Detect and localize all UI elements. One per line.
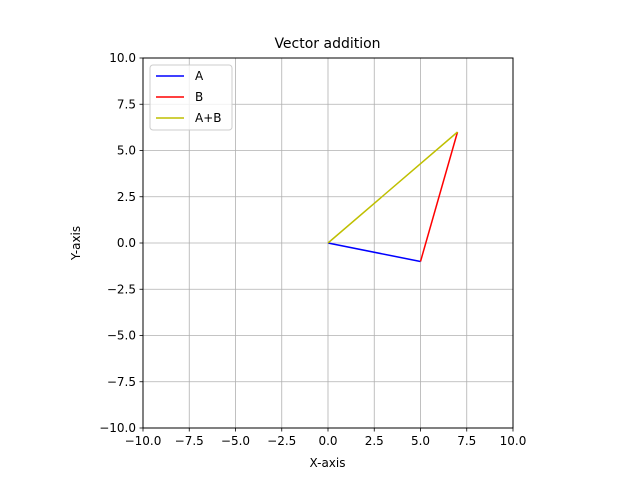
legend: AB A+B <box>150 65 232 130</box>
legend-label: B <box>195 90 203 104</box>
legend-label: A+B <box>195 111 222 125</box>
x-tick-label: 0.0 <box>318 434 337 448</box>
y-tick-label: −2.5 <box>107 282 136 296</box>
y-tick-label: −7.5 <box>107 375 136 389</box>
x-tick-label: −5.0 <box>221 434 250 448</box>
x-tick-label: 5.0 <box>411 434 430 448</box>
x-tick-label: 10.0 <box>500 434 527 448</box>
y-tick-label: 7.5 <box>117 97 136 111</box>
y-axis-label: Y-axis <box>69 226 83 261</box>
y-tick-label: −5.0 <box>107 329 136 343</box>
y-tick-label: 5.0 <box>117 144 136 158</box>
x-axis-label: X-axis <box>310 456 346 470</box>
legend-label: A <box>195 69 204 83</box>
chart-title: Vector addition <box>274 36 380 52</box>
y-tick-label: 10.0 <box>109 51 136 65</box>
x-tick-label: 7.5 <box>457 434 476 448</box>
y-tick-label: −10.0 <box>99 421 136 435</box>
y-tick-label: 2.5 <box>117 190 136 204</box>
x-tick-label: −10.0 <box>125 434 162 448</box>
x-tick-label: −2.5 <box>267 434 296 448</box>
x-tick-label: −7.5 <box>175 434 204 448</box>
y-tick-label: 0.0 <box>117 236 136 250</box>
x-tick-label: 2.5 <box>365 434 384 448</box>
